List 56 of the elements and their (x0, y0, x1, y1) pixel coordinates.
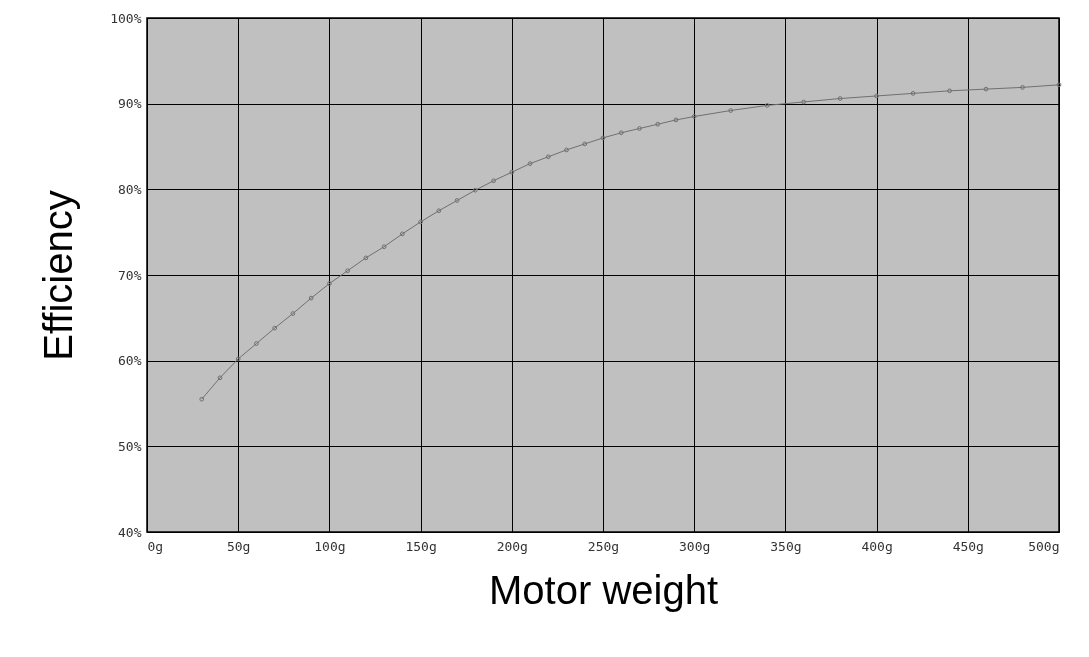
point (235, 356, 241, 362)
point (655, 121, 661, 127)
point (582, 141, 588, 147)
x-tick-label: 450g (952, 538, 984, 554)
x-tick-label: 150g (405, 538, 437, 554)
y-tick-label: 100% (110, 10, 142, 26)
point (399, 231, 405, 237)
point (618, 130, 624, 136)
point (764, 103, 770, 108)
x-tick-label: 100g (314, 538, 346, 554)
y-tick-label: 80% (118, 181, 142, 197)
point (290, 311, 296, 316)
x-tick-label: 200g (496, 538, 528, 554)
x-tick-label: 500g (1028, 538, 1060, 554)
x-axis-title: Motor weight (489, 567, 718, 612)
point (728, 108, 734, 113)
x-tick-label: 350g (770, 538, 802, 554)
point (418, 219, 423, 225)
y-tick-label: 40% (118, 524, 142, 540)
y-tick-label: 70% (118, 267, 142, 283)
point (947, 88, 952, 94)
point (673, 117, 679, 123)
x-tick-label: 250g (587, 538, 620, 554)
point (327, 281, 332, 286)
y-axis-title: Efficiency (36, 190, 81, 361)
point (527, 161, 533, 166)
point (874, 93, 879, 99)
point (491, 178, 496, 184)
point (837, 96, 843, 101)
point (600, 135, 606, 141)
point (545, 154, 551, 160)
point (801, 99, 807, 105)
point (983, 86, 989, 92)
point (910, 91, 916, 96)
point (436, 208, 442, 214)
point (1020, 85, 1025, 90)
x-tick-label: 50g (226, 538, 251, 554)
point (363, 255, 369, 261)
point (345, 268, 351, 274)
x-tick-label: 300g (679, 538, 711, 554)
point (509, 169, 515, 175)
y-tick-label: 50% (118, 438, 142, 454)
y-tick-label: 90% (118, 96, 142, 112)
point (217, 375, 223, 381)
point (308, 295, 314, 301)
point (637, 126, 642, 131)
point (691, 114, 697, 119)
y-tick-label: 60% (118, 353, 142, 369)
x-tick-label: 400g (861, 538, 893, 554)
point (472, 187, 478, 193)
point (564, 147, 569, 153)
point (381, 244, 387, 250)
point (254, 341, 259, 346)
x-tick-label: 0g (147, 538, 164, 554)
point (272, 325, 278, 331)
point (454, 198, 460, 203)
